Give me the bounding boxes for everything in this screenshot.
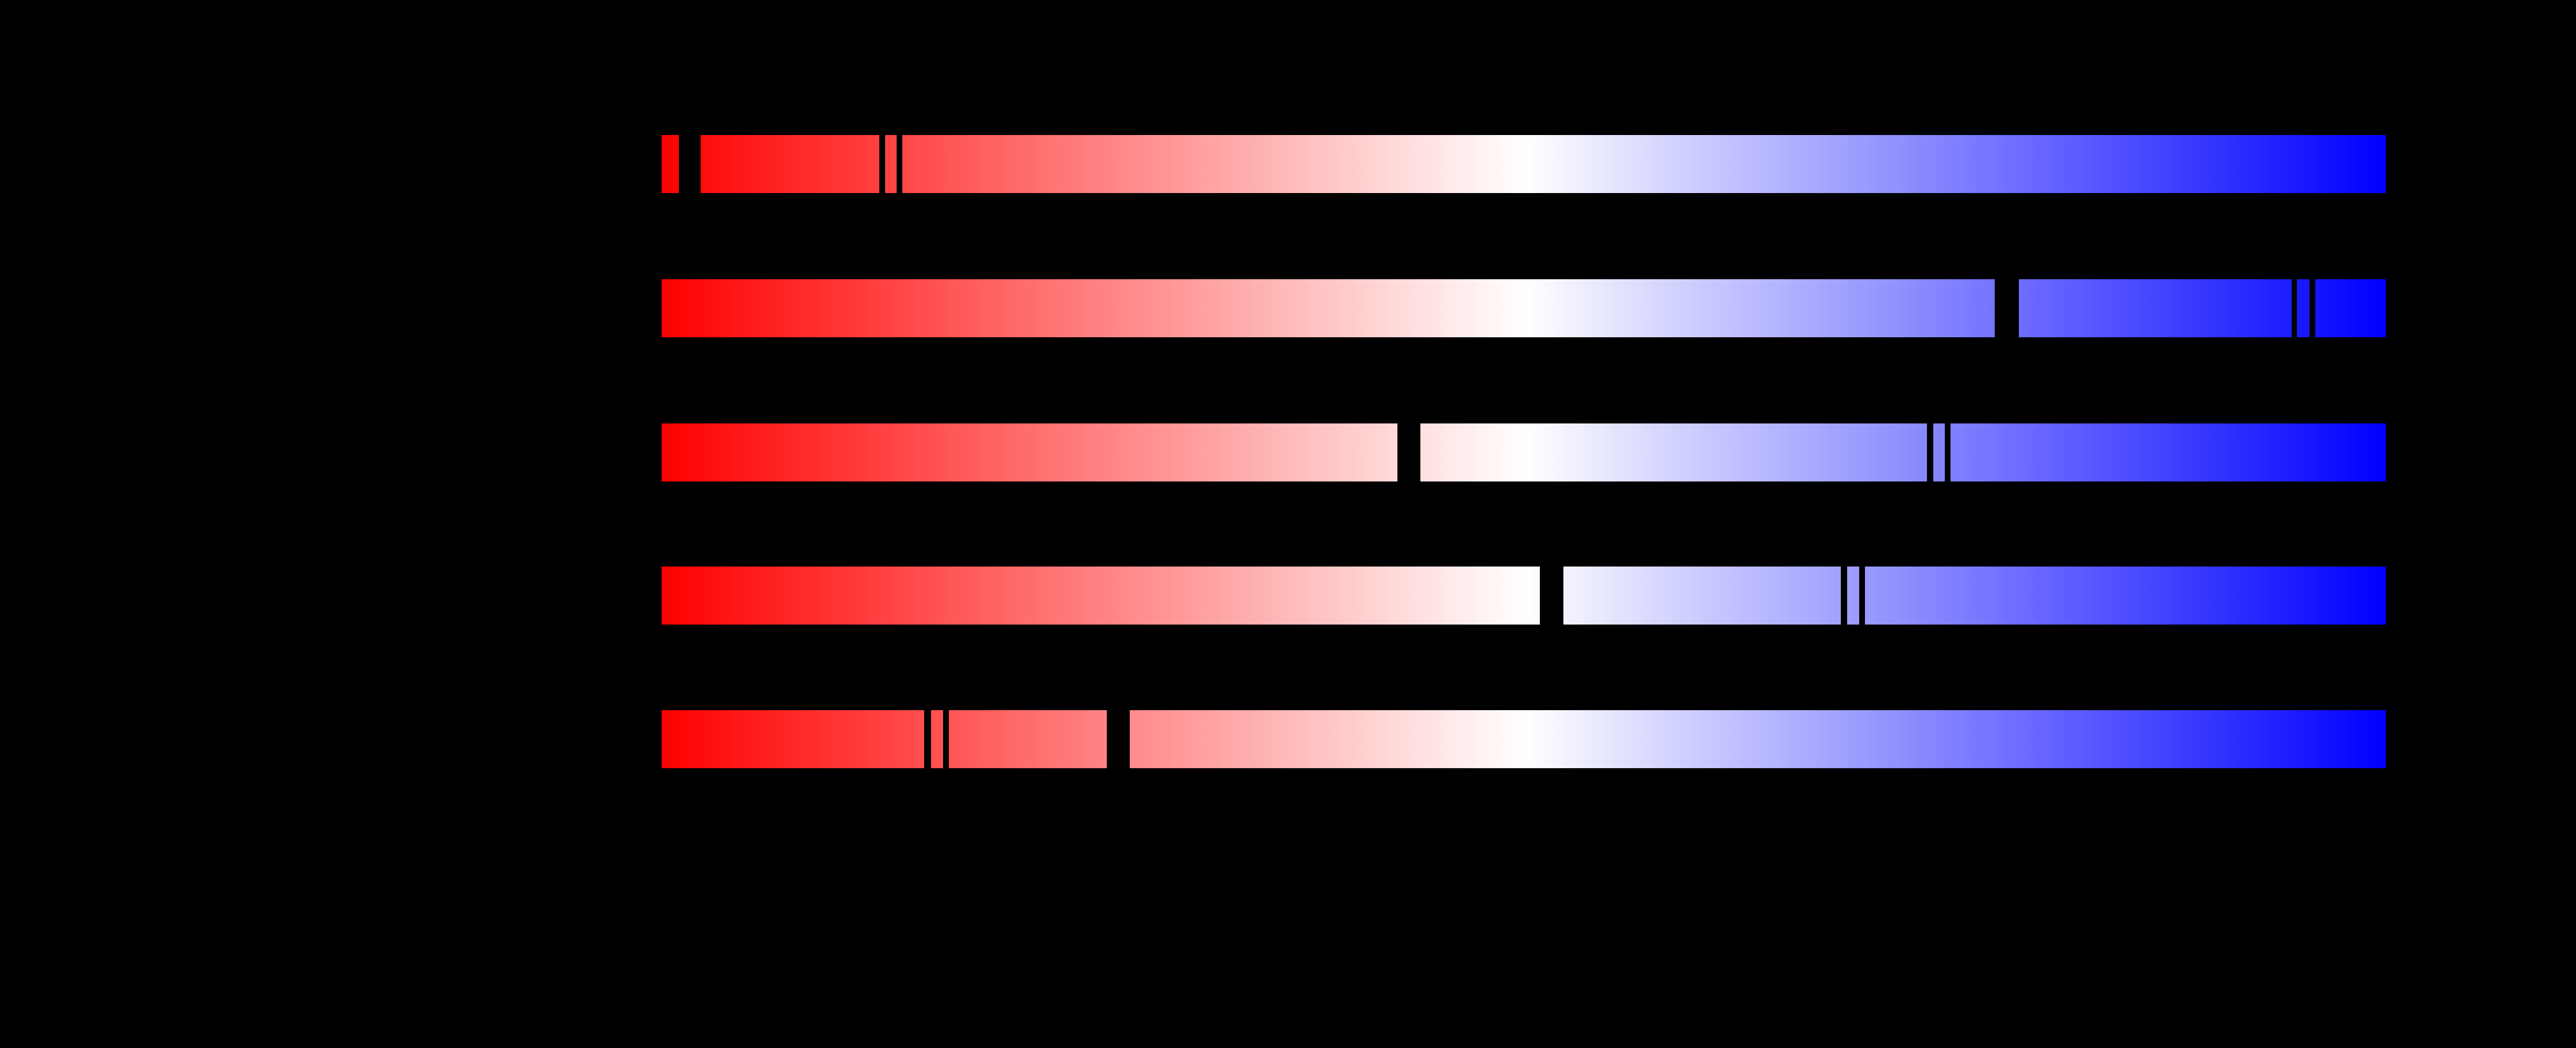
thick-marker (1995, 279, 2019, 337)
gradient-bar-row-4 (662, 567, 2386, 625)
red-to-blue-gradient-fill (662, 567, 2386, 625)
gradient-bar-row-3 (662, 423, 2386, 481)
red-to-blue-gradient-fill (662, 279, 2386, 337)
thin-tick-marker-2 (897, 135, 902, 193)
red-to-blue-gradient-fill (662, 710, 2386, 768)
gradient-bar-row-1 (662, 135, 2386, 193)
thin-tick-marker-1 (1927, 423, 1933, 481)
gradient-bar-row-2 (662, 279, 2386, 337)
red-to-blue-gradient-fill (662, 135, 2386, 193)
thin-tick-marker-1 (1841, 567, 1847, 625)
thick-marker (1107, 710, 1130, 768)
thin-tick-marker-2 (1945, 423, 1951, 481)
thin-tick-marker-2 (943, 710, 949, 768)
thick-marker (679, 135, 701, 193)
thick-marker (1540, 567, 1563, 625)
thin-tick-marker-1 (924, 710, 931, 768)
thin-tick-marker-1 (2292, 279, 2297, 337)
thick-marker (1397, 423, 1420, 481)
red-to-blue-gradient-fill (662, 423, 2386, 481)
thin-tick-marker-1 (879, 135, 885, 193)
thin-tick-marker-2 (2309, 279, 2315, 337)
gradient-bar-row-5 (662, 710, 2386, 768)
thin-tick-marker-2 (1859, 567, 1865, 625)
